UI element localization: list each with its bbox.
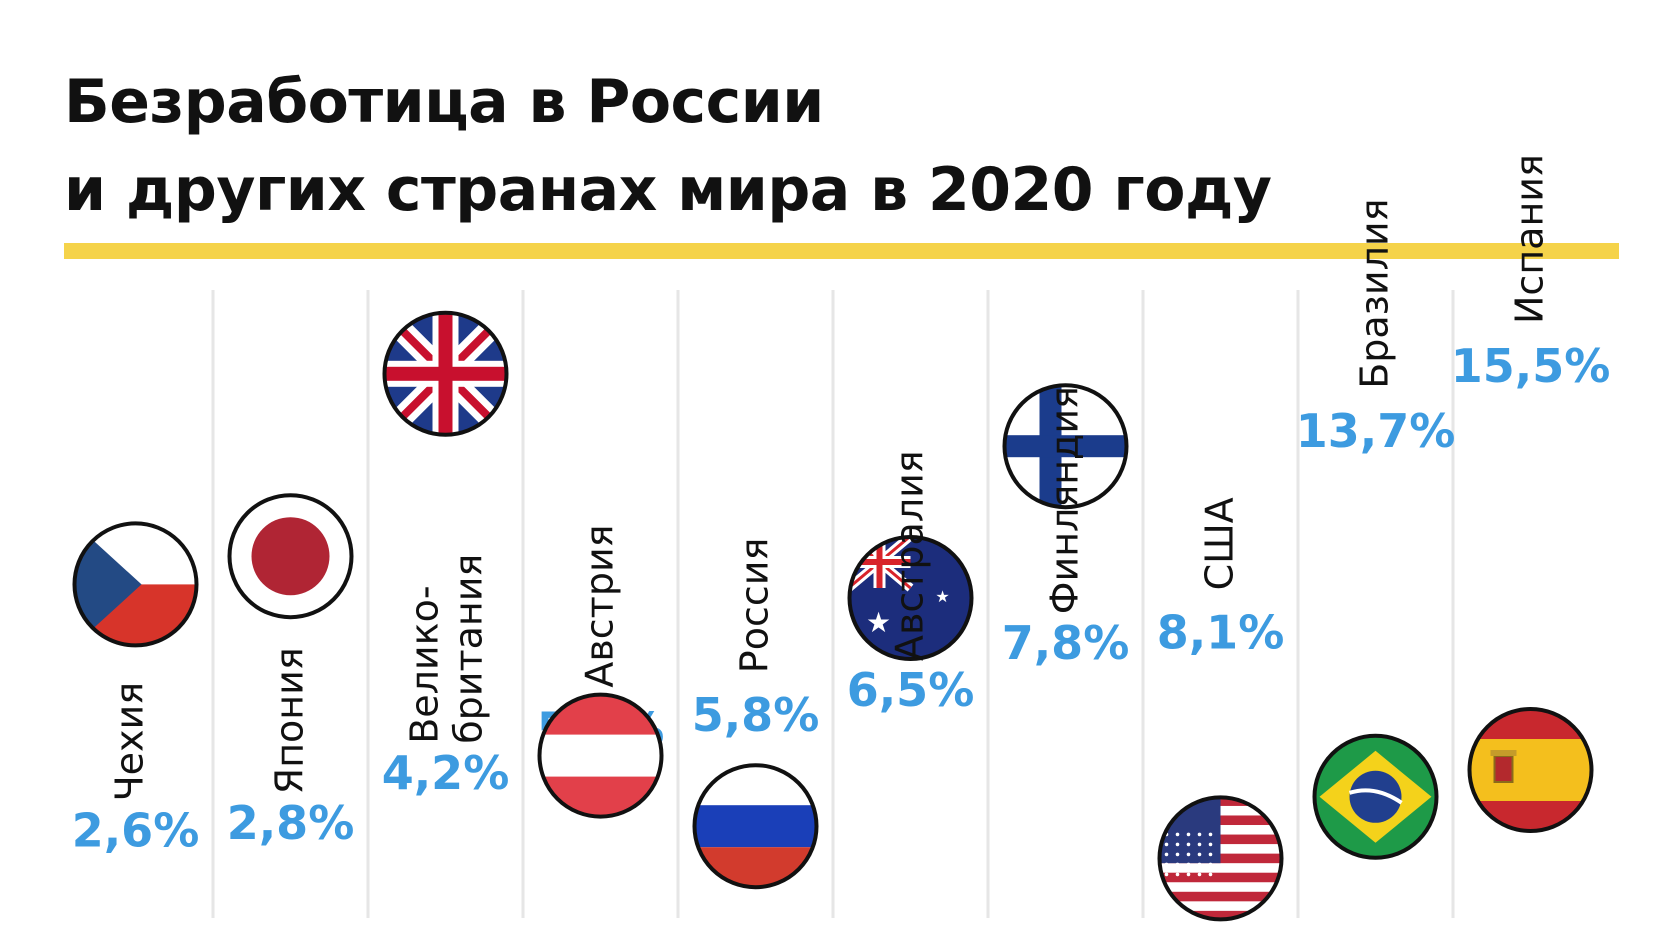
country-label: США [1198, 497, 1242, 590]
country-label: Австрия [578, 524, 622, 687]
title-line-2: и других странах мира в 2020 году [64, 155, 1272, 225]
country-column: 5,8% Россия [692, 538, 820, 890]
country-label: Австралия [888, 450, 932, 661]
czech-flag [72, 521, 199, 648]
country-column: 7,8%Финляндия [1002, 383, 1130, 670]
country-column: 8,1% США [1157, 497, 1285, 922]
finland-flag [1002, 383, 1129, 510]
value-label: 8,1% [1157, 605, 1285, 659]
value-label: 2,6% [72, 803, 200, 857]
value-label: 13,7% [1296, 404, 1456, 458]
country-label: Велико-британия [403, 554, 491, 744]
country-column: 6,5% ★ ★Австралия [847, 450, 975, 717]
country-column: 15,5% Испания [1451, 154, 1611, 833]
value-label: 15,5% [1451, 339, 1611, 393]
svg-text:★: ★ [866, 606, 891, 639]
usa-flag [1157, 795, 1284, 922]
country-label: Бразилия [1353, 199, 1397, 389]
country-label: Япония [268, 647, 312, 794]
austria-flag [537, 692, 664, 819]
value-label: 4,2% [382, 746, 510, 800]
uk-flag [382, 310, 509, 437]
title-line-1: Безработица в России [64, 67, 824, 137]
country-label: Россия [733, 538, 777, 674]
brazil-flag [1312, 733, 1439, 860]
svg-text:★: ★ [935, 587, 949, 606]
value-label: 2,8% [227, 796, 355, 850]
value-label: 6,5% [847, 663, 975, 717]
russia-flag [692, 763, 819, 890]
country-label: Чехия [108, 682, 152, 801]
country-label: Испания [1508, 154, 1552, 324]
chart-title: Безработица в России и других странах ми… [64, 58, 1272, 234]
country-column: 4,2%Велико-британия [382, 310, 510, 800]
value-label: 7,8% [1002, 616, 1130, 670]
value-label: 5,8% [692, 688, 820, 742]
country-column: 5,4%Австрия [537, 524, 664, 819]
country-column: 13,7% Бразилия [1296, 199, 1456, 860]
country-column: 2,6%Чехия [72, 521, 200, 857]
country-label: Финляндия [1043, 386, 1087, 614]
spain-flag [1467, 707, 1594, 833]
title-underline [64, 243, 1619, 259]
country-column: 2,8%Япония [227, 493, 355, 850]
japan-flag [227, 493, 354, 620]
